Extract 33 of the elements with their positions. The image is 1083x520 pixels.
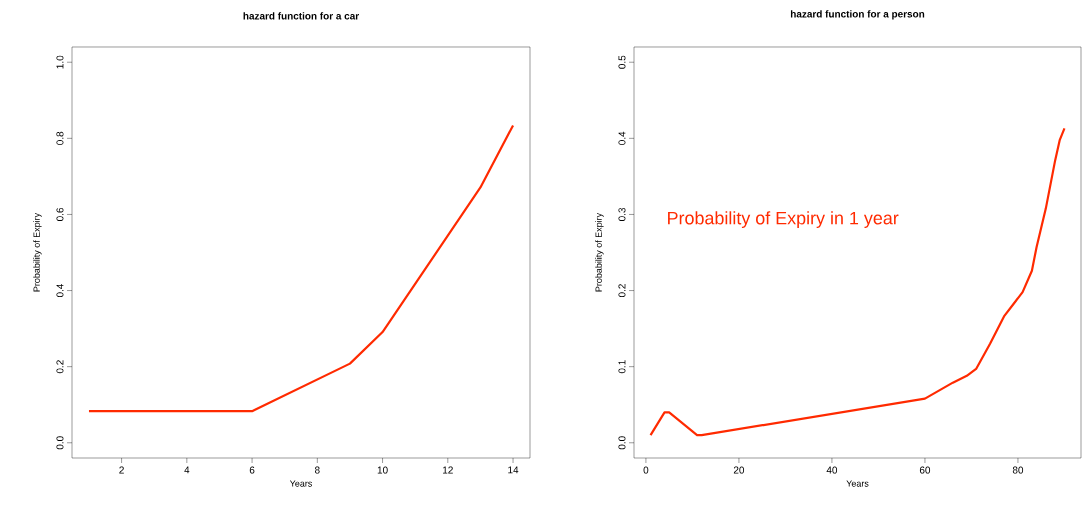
y-axis-title: Probability of Expiry (595, 212, 604, 292)
x-tick-label: 14 (508, 466, 519, 474)
y-tick-label: 0.5 (618, 55, 626, 69)
y-tick-label: 0.6 (56, 207, 64, 221)
y-tick-label: 0.4 (618, 131, 626, 145)
x-tick-label: 6 (249, 466, 255, 474)
line-series (649, 127, 1066, 437)
annotation: Probability of Expiry in 1 year (668, 211, 899, 228)
y-tick-label: 0.2 (618, 284, 626, 298)
x-tick-label: 40 (826, 466, 838, 474)
line-series (87, 124, 515, 413)
y-tick-label: 0.8 (56, 131, 64, 145)
x-tick-label: 4 (184, 466, 190, 474)
y-tick-label: 0.0 (618, 436, 626, 450)
x-tick-label: 20 (733, 466, 745, 474)
y-tick-label: 0.2 (56, 360, 64, 374)
chart-title: hazard function for a car (243, 12, 359, 20)
x-tick-label: 12 (443, 466, 453, 474)
y-tick-label: 0.4 (56, 283, 64, 298)
y-tick-label: 1.0 (56, 55, 64, 69)
chart-title: hazard function for a person (790, 10, 925, 20)
y-tick-label: 0.1 (618, 360, 626, 374)
x-tick-label: 2 (119, 466, 124, 474)
x-tick-label: 8 (314, 466, 320, 474)
x-axis-title: Years (289, 480, 312, 487)
x-tick-label: 60 (919, 466, 931, 474)
x-tick-label: 80 (1012, 466, 1024, 474)
x-tick-label: 10 (377, 466, 388, 474)
y-tick-label: 0.3 (618, 207, 626, 221)
y-tick-label: 0.0 (56, 436, 64, 450)
x-tick-label: 0 (643, 466, 649, 474)
y-axis-title: Probability of Expiry (33, 212, 42, 292)
x-axis-title: Years (846, 480, 869, 487)
